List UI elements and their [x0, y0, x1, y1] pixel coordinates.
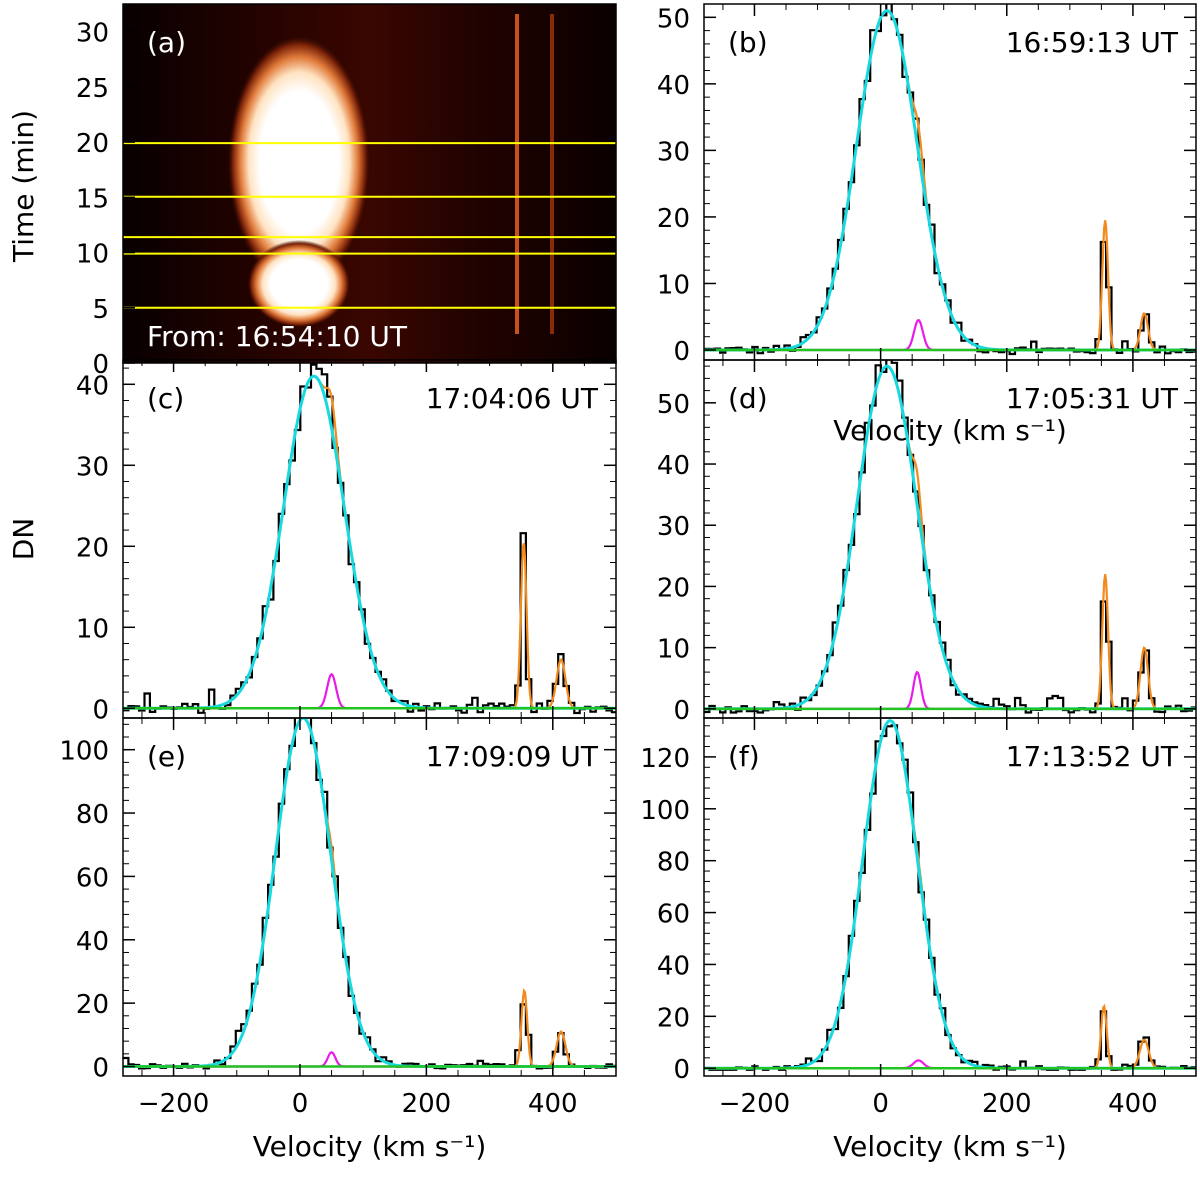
- heatmap-narrow-line-1: [515, 14, 519, 334]
- panel-e-ytick-label: 80: [76, 800, 109, 830]
- panel-f-ytick-label: 80: [657, 848, 690, 878]
- panel-d-ytick-label: 10: [657, 635, 690, 665]
- panel-a-ytick-label: 20: [76, 129, 109, 159]
- panel-b-ytick-label: 10: [657, 270, 690, 300]
- panel-a-label: (a): [147, 26, 186, 59]
- panel-a-ytick-label: 15: [76, 184, 109, 214]
- panel-f-xtick-label: 0: [872, 1089, 889, 1119]
- x-axis-title: Velocity (km s⁻¹): [833, 414, 1067, 447]
- panel-c-label: (c): [147, 382, 184, 415]
- panel-e-xtick-label: 200: [402, 1089, 452, 1119]
- observed-spectrum: [123, 363, 616, 715]
- panel-f-label: (f): [728, 740, 760, 773]
- panel-e-ytick-label: 40: [76, 927, 109, 957]
- panel-b-ytick-label: 40: [657, 71, 690, 101]
- panel-e: 0 20 40 60 80 100 −200 0 200 400 (e) 17:09:09 UT Vel…: [59, 717, 617, 1163]
- panel-d: 0 10 20 30 40 50 (d) 17:05:31 UT: [657, 359, 1197, 726]
- heatmap-narrow-line-2: [550, 14, 554, 334]
- panel-f: 0 20 40 60 80 100 120 −200 0 200 400 (f) 17:13:52 UT…: [640, 717, 1197, 1163]
- panel-e-label: (e): [147, 740, 186, 773]
- panel-f-ytick-label: 100: [640, 796, 690, 826]
- panel-a-ytick-label: 10: [76, 240, 109, 270]
- panel-a-start-time: From: 16:54:10 UT: [147, 320, 408, 353]
- panel-c-ytick-label: 20: [76, 533, 109, 563]
- panel-a-ytick-label: 0: [92, 350, 109, 380]
- panel-e-xtick-label: 0: [292, 1089, 309, 1119]
- panel-a-ylabel: Time (min): [7, 110, 40, 263]
- panel-e-ytick-label: 0: [92, 1053, 109, 1083]
- panel-f-time: 17:13:52 UT: [1006, 740, 1179, 773]
- panel-c-time: 17:04:06 UT: [426, 382, 599, 415]
- panel-b-ytick-label: 50: [657, 4, 690, 34]
- panel-e-xtick-label: 400: [528, 1089, 578, 1119]
- panel-d-ytick-label: 40: [657, 451, 690, 481]
- panel-f-ytick-label: 0: [673, 1055, 690, 1085]
- panel-f-xtick-label: −200: [719, 1089, 790, 1119]
- panel-d-ytick-label: 0: [673, 696, 690, 726]
- panel-b-ytick-label: 20: [657, 204, 690, 234]
- panel-f-ytick-label: 60: [657, 900, 690, 930]
- panel-d-ytick-label: 50: [657, 390, 690, 420]
- panel-b-time: 16:59:13 UT: [1006, 26, 1179, 59]
- total-fit-curve: [704, 9, 1196, 352]
- panel-a: 0 5 10 15 20 25 30 (a) From: 16:54:10 UT Time …: [7, 3, 617, 380]
- panel-c-ytick-label: 40: [76, 371, 109, 401]
- panel-a-ytick-label: 30: [76, 19, 109, 49]
- panel-e-xtick-label: −200: [138, 1089, 209, 1119]
- main-gaussian-fit: [704, 9, 1196, 352]
- panel-c-ytick-label: 30: [76, 452, 109, 482]
- panel-b-label: (b): [728, 26, 768, 59]
- panel-c: 0 10 20 30 40 (c) 17:04:06 UT DN: [7, 359, 617, 725]
- y-axis-title: DN: [7, 518, 40, 561]
- panel-d-time: 17:05:31 UT: [1006, 382, 1179, 415]
- panel-b: 0 10 20 30 40 50 (b) 16:59:13 UT Velocity (km s⁻…: [657, 3, 1197, 447]
- panel-f-ytick-label: 120: [640, 744, 690, 774]
- panel-f-ytick-label: 40: [657, 951, 690, 981]
- panel-e-ytick-label: 100: [59, 737, 109, 767]
- panel-e-ytick-label: 60: [76, 863, 109, 893]
- panel-b-ytick-label: 0: [673, 337, 690, 367]
- heatmap-lower-blob: [247, 240, 351, 328]
- panel-d-ytick-label: 30: [657, 512, 690, 542]
- x-axis-title: Velocity (km s⁻¹): [253, 1130, 487, 1163]
- panel-b-ytick-label: 30: [657, 137, 690, 167]
- x-axis-title: Velocity (km s⁻¹): [833, 1130, 1067, 1163]
- panel-d-label: (d): [728, 382, 768, 415]
- panel-f-ytick-label: 20: [657, 1003, 690, 1033]
- panel-e-ytick-label: 20: [76, 990, 109, 1020]
- panel-d-ytick-label: 20: [657, 573, 690, 603]
- panel-a-ytick-label: 5: [92, 295, 109, 325]
- observed-spectrum: [704, 724, 1196, 1071]
- panel-c-ytick-label: 10: [76, 614, 109, 644]
- panel-a-ytick-label: 25: [76, 74, 109, 104]
- panel-f-xtick-label: 200: [982, 1089, 1032, 1119]
- heatmap-main-blob: [227, 34, 371, 290]
- panel-f-xtick-label: 400: [1108, 1089, 1158, 1119]
- panel-c-ytick-label: 0: [92, 695, 109, 725]
- panel-e-time: 17:09:09 UT: [426, 740, 599, 773]
